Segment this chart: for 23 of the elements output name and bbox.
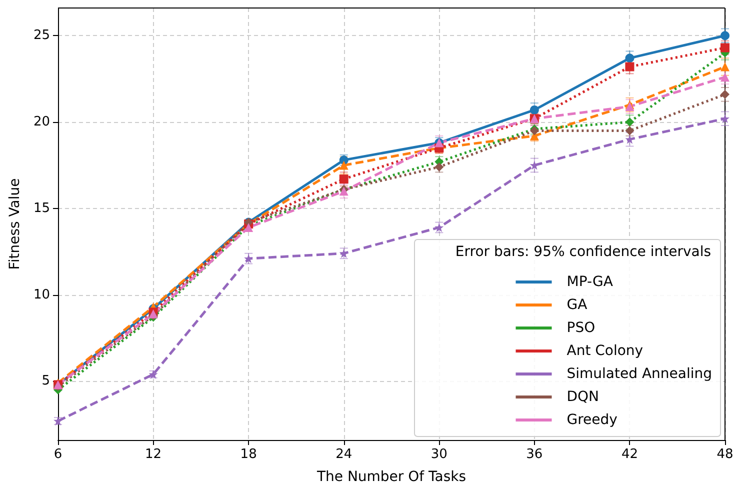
legend-label: Ant Colony [566,343,644,359]
x-tick-label: 24 [336,447,352,462]
legend-title: Error bars: 95% confidence intervals [455,244,712,260]
y-tick-label: 5 [42,374,50,389]
y-tick-label: 25 [33,28,50,44]
legend-label: PSO [566,320,596,336]
x-tick-label: 36 [526,447,543,462]
x-tick-label: 12 [145,447,162,462]
x-axis-title: The Number Of Tasks [316,469,466,485]
legend-label: Simulated Annealing [566,366,712,382]
legend-label: DQN [566,389,600,405]
x-tick-label: 18 [240,447,257,462]
y-tick-label: 10 [33,287,50,302]
y-tick-label: 20 [33,114,50,130]
legend-label: GA [566,297,588,313]
legend-label: Greedy [566,412,618,428]
legend-label: MP-GA [566,274,614,290]
x-tick-label: 48 [716,447,734,462]
x-tick-label: 42 [621,447,638,462]
x-tick-label: 30 [430,447,448,462]
y-axis-title: Fitness Value [7,178,23,270]
y-tick-label: 15 [33,200,50,216]
x-tick-label: 6 [54,447,62,462]
